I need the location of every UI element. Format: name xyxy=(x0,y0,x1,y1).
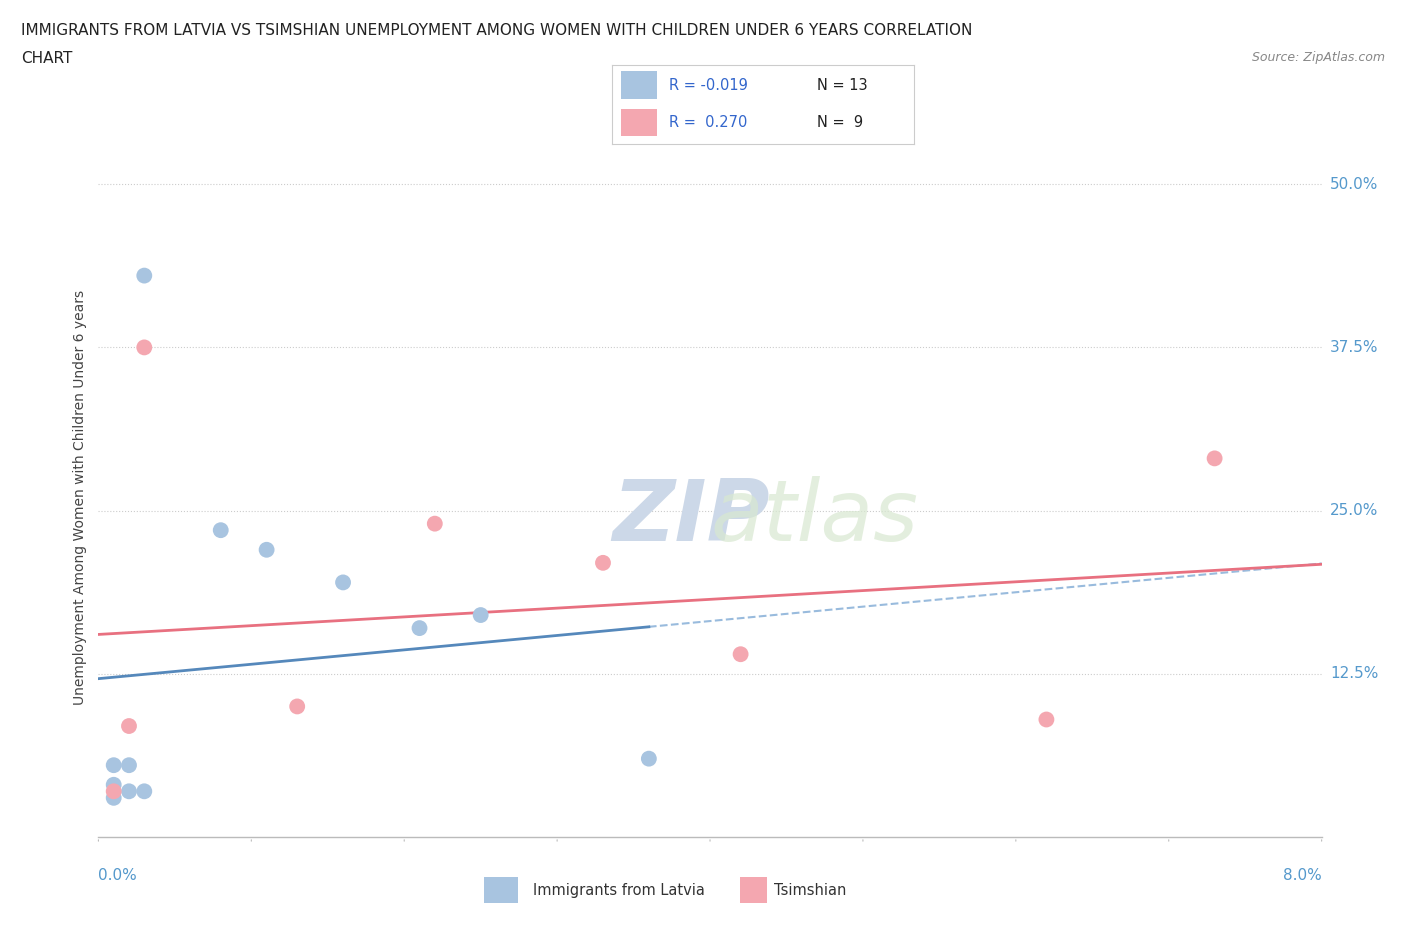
Y-axis label: Unemployment Among Women with Children Under 6 years: Unemployment Among Women with Children U… xyxy=(73,290,87,705)
Point xyxy=(285,699,308,714)
Point xyxy=(1204,451,1226,466)
Point xyxy=(256,542,278,557)
Text: CHART: CHART xyxy=(21,51,73,66)
Point xyxy=(592,555,614,570)
Point xyxy=(103,777,125,792)
Point xyxy=(332,575,354,590)
Point xyxy=(134,268,156,283)
Text: 50.0%: 50.0% xyxy=(1330,177,1378,192)
Point xyxy=(470,607,492,622)
Bar xyxy=(620,72,657,100)
Text: Tsimshian: Tsimshian xyxy=(773,883,846,898)
Text: atlas: atlas xyxy=(710,476,918,560)
Point xyxy=(103,790,125,805)
Text: Immigrants from Latvia: Immigrants from Latvia xyxy=(533,883,704,898)
Point xyxy=(408,620,430,635)
Text: N = 13: N = 13 xyxy=(817,78,868,93)
Text: N =  9: N = 9 xyxy=(817,115,863,130)
Text: 37.5%: 37.5% xyxy=(1330,339,1378,355)
Point xyxy=(103,784,125,799)
Text: 25.0%: 25.0% xyxy=(1330,503,1378,518)
Point xyxy=(103,758,125,773)
Point xyxy=(730,646,752,661)
Bar xyxy=(740,878,766,904)
Point xyxy=(134,784,156,799)
Point xyxy=(637,751,661,766)
Text: ZIP: ZIP xyxy=(612,476,770,560)
Text: Source: ZipAtlas.com: Source: ZipAtlas.com xyxy=(1251,51,1385,64)
Point xyxy=(1035,712,1057,727)
Point xyxy=(423,516,446,531)
Point xyxy=(118,758,141,773)
Bar xyxy=(620,109,657,137)
Text: R = -0.019: R = -0.019 xyxy=(669,78,748,93)
Point xyxy=(209,523,232,538)
Text: IMMIGRANTS FROM LATVIA VS TSIMSHIAN UNEMPLOYMENT AMONG WOMEN WITH CHILDREN UNDER: IMMIGRANTS FROM LATVIA VS TSIMSHIAN UNEM… xyxy=(21,23,973,38)
Text: 0.0%: 0.0% xyxy=(98,868,138,883)
Point xyxy=(118,784,141,799)
Bar xyxy=(484,878,517,904)
Text: 8.0%: 8.0% xyxy=(1282,868,1322,883)
Point xyxy=(134,340,156,355)
Text: R =  0.270: R = 0.270 xyxy=(669,115,748,130)
Point xyxy=(118,719,141,734)
Text: 12.5%: 12.5% xyxy=(1330,666,1378,682)
